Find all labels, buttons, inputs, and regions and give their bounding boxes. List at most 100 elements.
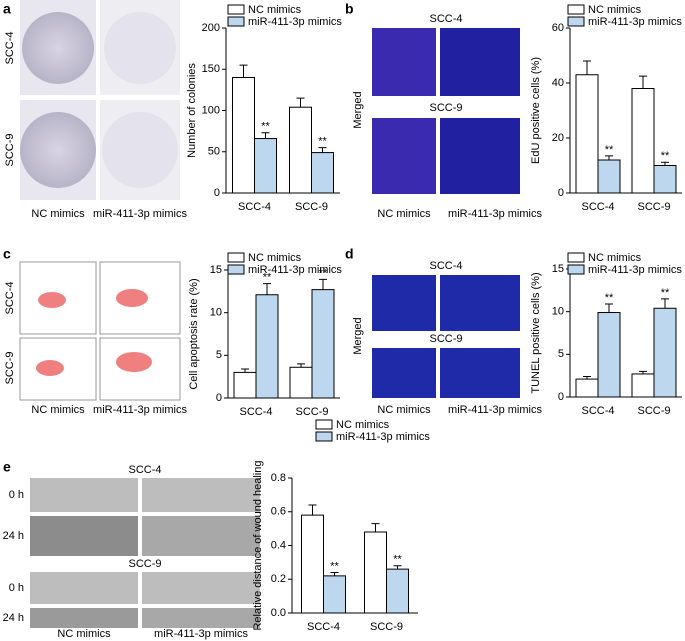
significance: **	[393, 554, 402, 566]
bar	[575, 378, 599, 398]
plate	[22, 12, 94, 84]
bar	[653, 165, 677, 194]
x-tick-label: SCC-4	[581, 405, 614, 417]
image	[30, 516, 138, 556]
bar	[575, 74, 599, 194]
bar	[311, 152, 334, 194]
edu-images	[372, 28, 520, 194]
y-tick-label: 20	[552, 132, 564, 144]
legend-swatch	[227, 264, 245, 275]
x-tick-label: SCC-9	[295, 406, 328, 418]
y-tick-label: 0	[558, 391, 564, 403]
image	[142, 478, 260, 512]
significance: **	[605, 144, 614, 156]
bar	[364, 531, 387, 614]
legend-label: NC mimics	[248, 252, 302, 264]
row-label: SCC-4	[429, 260, 462, 272]
legend-label: NC mimics	[336, 419, 390, 431]
bar	[653, 307, 677, 398]
y-tick-label: 15	[552, 263, 564, 275]
image	[30, 478, 138, 512]
x-tick-label: SCC-9	[637, 201, 670, 213]
panel-letter: a	[3, 1, 11, 17]
error-bar	[297, 363, 305, 368]
image	[142, 516, 260, 556]
col-label: NC mimics	[57, 628, 111, 640]
image	[19, 337, 97, 401]
error-bar	[296, 97, 305, 108]
legend-swatch	[227, 252, 245, 263]
panel-letter: d	[345, 246, 354, 262]
legend-label: miR-411-3p mimics	[248, 264, 342, 276]
y-axis-label: Relative distance of wound healing	[252, 460, 264, 630]
col-label: miR-411-3p mimics	[154, 628, 248, 640]
bar	[597, 312, 621, 398]
error-bar	[261, 132, 270, 139]
bar	[311, 289, 335, 399]
image	[142, 572, 260, 604]
legend-label: NC mimics	[588, 4, 642, 16]
bar	[323, 575, 346, 614]
significance: **	[605, 292, 614, 304]
error-bar	[241, 368, 249, 373]
col-label: miR-411-3p mimics	[448, 404, 542, 416]
dots	[116, 289, 148, 307]
time-label: 0 h	[9, 582, 24, 594]
y-tick-label: 150	[202, 63, 220, 75]
y-tick-label: 0	[214, 187, 220, 199]
side-label: Merged	[352, 317, 364, 354]
error-bar	[583, 376, 591, 380]
y-tick-label: 10	[210, 307, 222, 319]
y-tick-label: 0.0	[271, 607, 286, 619]
image	[372, 275, 436, 331]
significance: **	[330, 560, 339, 572]
x-tick-label: SCC-4	[581, 201, 614, 213]
legend-swatch	[567, 16, 585, 27]
error-bar	[605, 155, 613, 160]
col-label: NC mimics	[31, 404, 85, 416]
y-tick-label: 200	[202, 22, 220, 34]
legend-label: miR-411-3p mimics	[588, 16, 682, 28]
x-tick-label: SCC-9	[295, 201, 328, 213]
legend-swatch	[227, 4, 245, 15]
bar	[289, 366, 313, 399]
y-tick-label: 0	[216, 392, 222, 404]
legend-swatch	[567, 252, 585, 263]
panel-letter: e	[3, 459, 11, 475]
error-bar	[639, 370, 647, 374]
row-label: SCC-9	[4, 351, 16, 384]
bar	[631, 88, 655, 194]
y-tick-label: 5	[558, 348, 564, 360]
bar	[255, 294, 279, 399]
legend-swatch	[315, 431, 333, 442]
time-label: 0 h	[9, 489, 24, 501]
y-tick-label: 5	[216, 349, 222, 361]
plate	[20, 112, 96, 188]
x-tick-label: SCC-4	[238, 201, 271, 213]
plate	[104, 12, 176, 84]
row-label: SCC-9	[429, 333, 462, 345]
y-axis-label: Number of colonies	[186, 63, 198, 158]
dots	[36, 360, 64, 376]
row-label: SCC-9	[128, 558, 161, 570]
legend-label: NC mimics	[588, 252, 642, 264]
bar	[386, 568, 409, 614]
legend-swatch	[227, 16, 245, 27]
dots	[38, 292, 66, 308]
panel-letter: c	[3, 246, 11, 262]
significance: **	[261, 121, 270, 133]
legend-swatch	[567, 4, 585, 15]
colony-images	[20, 0, 180, 200]
x-tick-label: SCC-4	[307, 621, 340, 633]
image	[372, 28, 436, 96]
col-label: miR-411-3p mimics	[93, 208, 187, 220]
error-bar	[263, 283, 271, 295]
image	[440, 275, 520, 331]
error-bar	[318, 147, 327, 153]
y-tick-label: 100	[202, 104, 220, 116]
error-bar	[661, 161, 669, 166]
error-bar	[605, 303, 613, 313]
error-bar	[308, 504, 317, 516]
y-tick-label: 60	[552, 22, 564, 34]
